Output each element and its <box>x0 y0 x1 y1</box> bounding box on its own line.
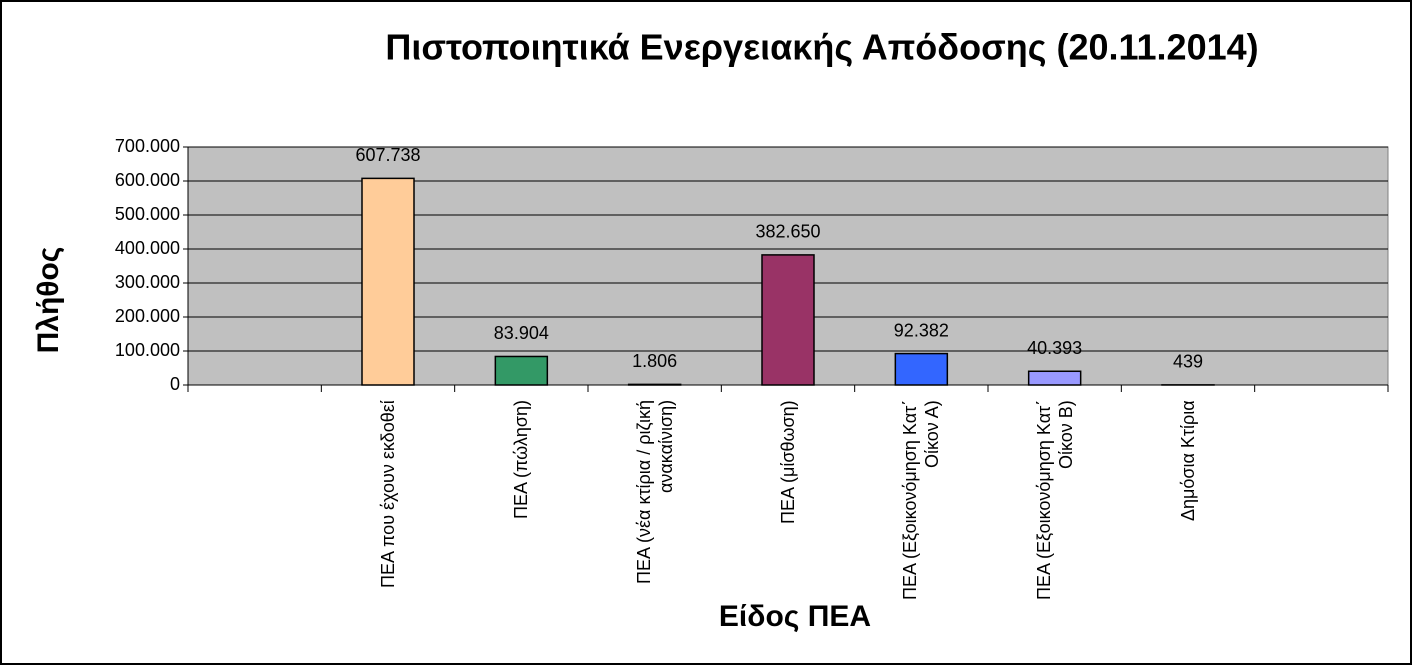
chart-title: Πιστοποιητικά Ενεργειακής Απόδοσης (20.1… <box>385 27 1258 68</box>
bar <box>361 177 415 386</box>
y-tick-label: 700.000 <box>115 136 180 156</box>
x-axis-label: Είδος ΠΕΑ <box>719 600 871 633</box>
bar <box>1027 370 1082 386</box>
x-tick-label: ΠΕΑ (Εξοικονόμηση Κατ΄ Οίκον Α) <box>900 400 943 601</box>
y-tick-label: 600.000 <box>115 170 180 190</box>
x-tick-label: ΠΕΑ που έχουν εκδοθεί <box>378 400 398 588</box>
x-tick-label: Δημόσια Κτίρια <box>1178 400 1198 521</box>
y-tick-label: 100.000 <box>115 340 180 360</box>
y-tick-label: 400.000 <box>115 238 180 258</box>
data-label: 382.650 <box>755 222 820 242</box>
data-label: 439 <box>1173 352 1203 372</box>
y-tick-label: 300.000 <box>115 272 180 292</box>
bar <box>761 254 815 386</box>
bar <box>627 383 682 386</box>
x-tick-label: ΠΕΑ (μίσθωση) <box>778 400 798 524</box>
data-label: 607.738 <box>355 145 420 165</box>
x-tick-label: ΠΕΑ (νέα κτίρια / ριζική ανακαίνιση) <box>633 400 676 585</box>
data-label: 1.806 <box>632 351 677 371</box>
data-label: 40.393 <box>1027 338 1082 358</box>
bar <box>894 352 949 386</box>
bar <box>494 355 549 386</box>
y-tick-label: 0 <box>170 374 180 394</box>
x-tick-label: ΠΕΑ (Εξοικονόμηση Κατ΄ Οίκον Β) <box>1033 400 1076 601</box>
y-tick-label: 200.000 <box>115 306 180 326</box>
data-label: 83.904 <box>494 323 549 343</box>
y-tick-label: 500.000 <box>115 204 180 224</box>
data-label: 92.382 <box>894 320 949 340</box>
x-tick-label: ΠΕΑ (πώληση) <box>511 400 532 520</box>
y-axis-label: Πλήθος <box>32 247 65 354</box>
